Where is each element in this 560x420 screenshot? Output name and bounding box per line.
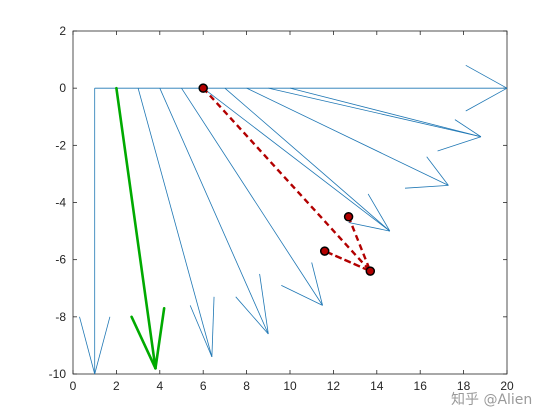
fan-arrowhead-segment (426, 156, 449, 186)
x-tick-label: 10 (283, 379, 297, 393)
fan-arrowhead-segment (79, 316, 96, 375)
green-arrowhead-segment (154, 306, 166, 370)
fan-line (224, 87, 391, 232)
marker-point (198, 83, 208, 93)
y-tick-label: -2 (55, 138, 66, 152)
fan-arrowhead-segment (189, 305, 213, 358)
x-tick-label: 18 (457, 379, 471, 393)
x-tick-label: 2 (113, 379, 120, 393)
fan-arrowhead-segment (404, 184, 449, 189)
x-tick-label: 14 (370, 379, 384, 393)
marker-point (319, 246, 330, 256)
fan-line (137, 88, 213, 357)
fan-arrowhead-segment (437, 136, 482, 152)
x-tick-label: 8 (243, 379, 250, 393)
fan-lines-series (79, 64, 508, 375)
fan-arrowhead-segment (94, 316, 111, 375)
fan-line (202, 87, 391, 232)
watermark: 知乎 @Alien (451, 391, 532, 408)
green-arrow-shaft (115, 86, 157, 370)
marker-points (198, 83, 376, 276)
y-tick-label: -4 (55, 196, 66, 210)
plot-area (73, 31, 507, 374)
fan-arrowhead-segment (311, 262, 323, 306)
fan-line (159, 88, 269, 335)
fan-arrowhead-segment (465, 64, 508, 89)
fan-arrowhead-segment (235, 296, 269, 335)
y-tick-label: -8 (55, 310, 66, 324)
x-axis-ticks: 0 2 4 6 8 10 12 14 16 18 20 (70, 31, 514, 393)
fan-arrowhead-segment (211, 296, 215, 357)
y-tick-label: 0 (59, 81, 66, 95)
x-tick-label: 20 (500, 379, 514, 393)
fan-arrowhead-segment (281, 285, 323, 306)
green-arrowhead-segment (130, 315, 157, 370)
fan-line (246, 87, 449, 186)
marker-point (365, 266, 376, 276)
x-tick-label: 16 (414, 379, 428, 393)
marker-point (343, 212, 354, 222)
fan-line (181, 87, 323, 306)
fan-line (268, 87, 482, 138)
fan-arrowhead-segment (367, 193, 391, 232)
fan-arrowhead-segment (454, 119, 482, 138)
dashed-path-line (202, 87, 373, 274)
y-tick-label: -6 (55, 253, 66, 267)
fan-line (289, 87, 482, 138)
y-tick-label: 2 (59, 24, 66, 38)
x-tick-label: 12 (327, 379, 341, 393)
x-tick-label: 6 (200, 379, 207, 393)
fan-arrowhead-segment (259, 273, 269, 335)
green-arrow-series (115, 86, 166, 370)
x-tick-label: 0 (70, 379, 77, 393)
fan-arrowhead-segment (348, 222, 390, 232)
y-tick-label: -10 (49, 367, 67, 381)
x-tick-label: 4 (156, 379, 163, 393)
fan-arrowhead-segment (465, 87, 508, 112)
dashed-path-series (202, 87, 373, 274)
